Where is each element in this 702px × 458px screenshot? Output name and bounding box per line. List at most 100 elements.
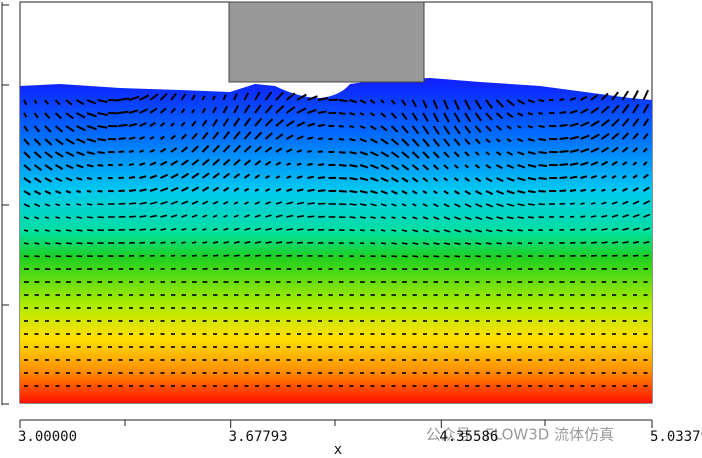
vector [75, 99, 85, 106]
vector [495, 99, 505, 108]
vector [191, 200, 199, 205]
vector [233, 214, 239, 218]
vector [422, 190, 428, 195]
vector [97, 151, 105, 155]
vector [285, 92, 296, 101]
vector [359, 99, 367, 104]
vector [34, 242, 40, 245]
vector [76, 203, 82, 206]
vector [506, 190, 515, 195]
vector [86, 164, 94, 168]
vector [275, 188, 282, 192]
vector [139, 122, 147, 127]
vector [159, 92, 168, 101]
vector [349, 99, 358, 104]
vector [159, 135, 165, 140]
vector [622, 254, 629, 257]
vector [86, 112, 97, 118]
vector [233, 93, 238, 101]
vector [44, 138, 53, 146]
vector [275, 175, 281, 179]
vector [223, 227, 229, 231]
vector [495, 125, 502, 131]
vector [369, 125, 377, 131]
vector [202, 228, 207, 231]
vector [433, 203, 439, 208]
vector [370, 229, 375, 232]
vector [474, 164, 481, 169]
vector [643, 227, 651, 231]
vector [359, 138, 367, 143]
vector [86, 203, 93, 206]
vector [65, 99, 73, 106]
vector [65, 164, 74, 170]
vector [622, 200, 629, 205]
vector [275, 161, 282, 166]
vector [139, 149, 144, 153]
vector [212, 172, 220, 179]
vector [307, 215, 315, 218]
vector [254, 131, 263, 140]
vector [517, 99, 526, 105]
vector [496, 203, 504, 208]
vector [569, 97, 577, 101]
vector [359, 203, 367, 207]
vector [44, 164, 53, 171]
vector [265, 214, 272, 218]
vector [601, 188, 606, 192]
vector [128, 122, 138, 127]
vector [369, 99, 376, 104]
vector [338, 177, 348, 180]
vector [201, 145, 210, 153]
vector [453, 99, 460, 111]
vector [485, 164, 492, 170]
vector [580, 215, 586, 218]
vector [443, 138, 451, 147]
vector [569, 175, 578, 179]
vector [517, 177, 526, 182]
vector [643, 241, 650, 244]
vector [621, 146, 629, 153]
vector [44, 151, 53, 159]
vector [212, 158, 221, 166]
vector [359, 125, 366, 130]
vector [600, 105, 610, 114]
vector [65, 125, 75, 133]
vector [202, 241, 208, 244]
vector [422, 242, 430, 246]
vector [212, 186, 220, 192]
vector [86, 138, 97, 143]
vector [643, 254, 649, 257]
vector [475, 216, 483, 221]
vector [517, 151, 525, 156]
vector [590, 202, 596, 205]
vector [97, 138, 107, 142]
vector [223, 254, 230, 257]
vector [275, 119, 285, 127]
vector [485, 99, 494, 109]
vector [590, 174, 598, 179]
vector [580, 175, 588, 179]
vector [433, 255, 440, 258]
vector [380, 190, 388, 195]
vector [349, 164, 358, 168]
vector [307, 162, 313, 166]
vector [23, 203, 31, 208]
vector [170, 186, 179, 192]
vector [118, 137, 126, 140]
vector [443, 242, 451, 246]
vector [370, 177, 379, 182]
vector [642, 133, 649, 140]
vector [559, 189, 567, 192]
vector [422, 229, 429, 233]
vector [317, 189, 326, 192]
vector [538, 164, 548, 168]
vector [34, 203, 41, 208]
vector [275, 241, 283, 244]
vector [65, 138, 75, 145]
vector [401, 125, 409, 134]
vector [181, 241, 186, 244]
vector [296, 201, 305, 205]
vector [453, 138, 461, 146]
vector [212, 131, 220, 140]
